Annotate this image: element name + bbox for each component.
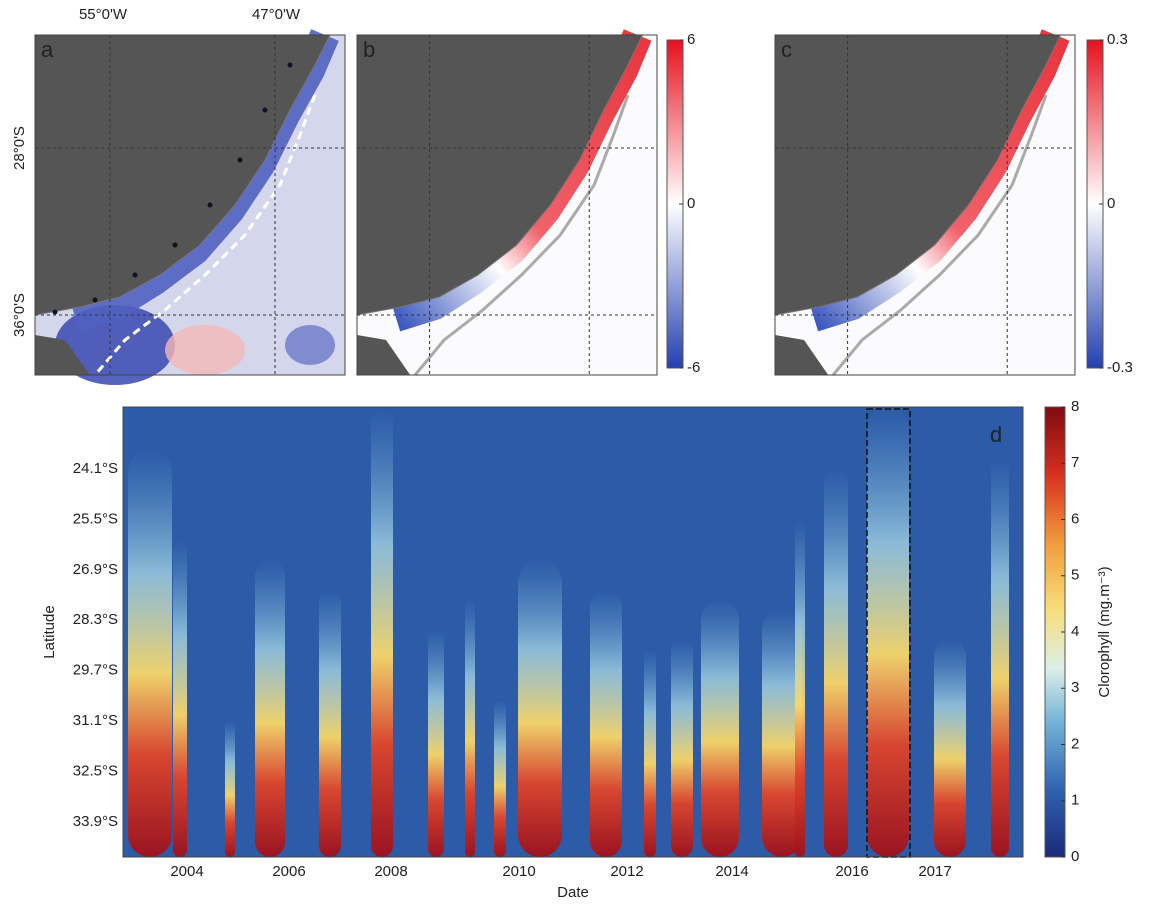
bloom: [795, 520, 805, 857]
bloom: [428, 630, 444, 857]
panel-label: d: [990, 422, 1002, 447]
y-tick-label: 26.9°S: [73, 561, 118, 578]
x-tick-label: 2010: [502, 863, 535, 880]
x-axis-label: Date: [557, 884, 589, 901]
y-tick-label: 24.1°S: [73, 460, 118, 477]
bloom: [371, 410, 393, 857]
lat-tick-label: 36°0'S: [11, 293, 28, 337]
bloom: [225, 720, 235, 857]
colorbar-tick-label: -6: [687, 359, 700, 376]
bloom: [319, 590, 341, 857]
bloom: [701, 600, 739, 857]
colorbar-tick-label: 6: [1071, 510, 1079, 527]
bloom: [867, 408, 909, 857]
ocean-patch: [285, 325, 335, 365]
x-tick-label: 2014: [715, 863, 748, 880]
bloom: [128, 450, 172, 857]
station: [172, 242, 178, 248]
colorbar-tick-label: 5: [1071, 567, 1079, 584]
y-tick-label: 25.5°S: [73, 510, 118, 527]
land: [357, 335, 411, 375]
y-tick-label: 28.3°S: [73, 611, 118, 628]
land: [774, 34, 1062, 316]
x-tick-label: 2012: [610, 863, 643, 880]
y-tick-label: 32.5°S: [73, 762, 118, 779]
colorbar-tick-label: 7: [1071, 454, 1079, 471]
station: [52, 309, 58, 315]
bloom: [671, 640, 693, 857]
lat-tick-label: 28°0'S: [11, 126, 28, 170]
lon-tick-label: 47°0'W: [252, 6, 301, 23]
bloom: [762, 610, 802, 857]
station: [262, 107, 268, 113]
panel-frame: [356, 34, 658, 376]
colorbar-tick-label: 0: [1071, 848, 1079, 865]
x-tick-label: 2008: [374, 863, 407, 880]
bloom: [934, 640, 966, 857]
y-tick-label: 29.7°S: [73, 662, 118, 679]
colorbar-tick-label: 3: [1071, 679, 1079, 696]
x-tick-label: 2006: [272, 863, 305, 880]
x-tick-label: 2016: [835, 863, 868, 880]
station: [287, 62, 293, 68]
station: [132, 272, 138, 278]
land: [34, 34, 331, 316]
station: [92, 297, 98, 303]
panel-label: b: [363, 37, 375, 62]
colorbar-tick-label: -0.3: [1107, 359, 1133, 376]
x-tick-label: 2017: [918, 863, 951, 880]
colorbar-tick-label: 4: [1071, 623, 1079, 640]
colorbar-tick-label: 2: [1071, 735, 1079, 752]
colorbar-label: Clorophyll (mg.m⁻³): [1096, 566, 1113, 697]
y-axis-label: Latitude: [41, 605, 58, 658]
land: [35, 335, 90, 375]
panel-frame: [774, 34, 1076, 376]
land: [356, 34, 644, 316]
bloom: [173, 540, 187, 857]
colorbar-tick-label: 6: [687, 31, 695, 48]
bloom: [494, 700, 506, 857]
bloom: [991, 460, 1009, 857]
bloom: [255, 560, 285, 857]
x-tick-label: 2004: [170, 863, 203, 880]
bloom: [644, 650, 656, 857]
station: [237, 157, 243, 163]
panel-frame: [34, 34, 346, 376]
colorbar-tick-label: 8: [1071, 398, 1079, 415]
lon-tick-label: 55°0'W: [79, 6, 128, 23]
shelf-break: [413, 94, 630, 376]
highlight-box: [866, 408, 911, 858]
plot-frame: [122, 406, 1024, 858]
shelf-break: [93, 94, 317, 376]
bloom: [824, 470, 848, 857]
bloom: [465, 600, 475, 857]
y-tick-label: 33.9°S: [73, 813, 118, 830]
colorbar-tick-label: 0.3: [1107, 31, 1128, 48]
colorbar-tick-label: 0: [687, 195, 695, 212]
y-tick-label: 31.1°S: [73, 712, 118, 729]
shelf-break: [831, 94, 1048, 376]
panel-label: c: [781, 37, 792, 62]
colorbar-tick-label: 1: [1071, 792, 1079, 809]
panel-label: a: [41, 37, 54, 62]
ocean-patch: [165, 325, 245, 375]
heatmap: [128, 408, 1009, 857]
station: [207, 202, 213, 208]
land: [775, 335, 829, 375]
colorbar-tick-label: 0: [1107, 195, 1115, 212]
bloom: [590, 590, 622, 857]
bloom: [518, 560, 562, 857]
